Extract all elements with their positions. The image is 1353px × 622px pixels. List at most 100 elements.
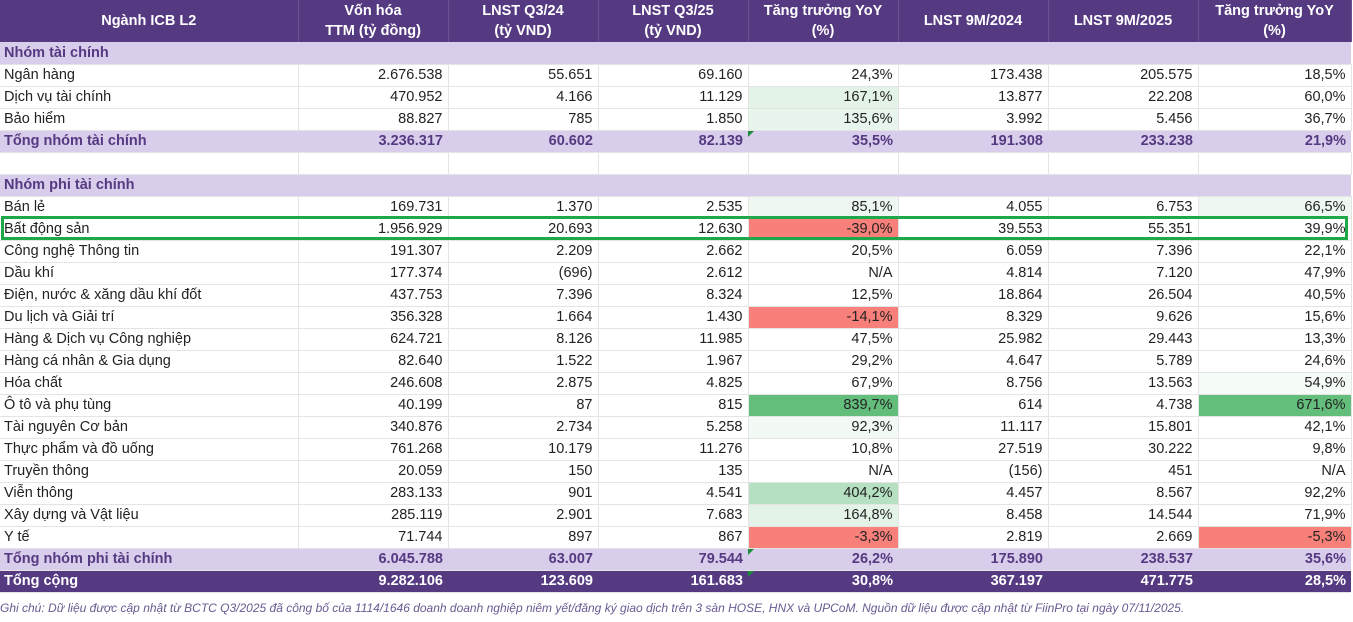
npat-9m-24-cell: 4.055: [898, 196, 1049, 219]
npat-9m-25-cell: 6.753: [1048, 196, 1199, 219]
formula-marker-icon: [748, 130, 754, 137]
npat-q3-25-cell: 69.160: [598, 64, 749, 87]
npat-9m-24-cell: 8.329: [898, 306, 1049, 329]
yoy-quarter-value: 35,5%: [851, 133, 893, 149]
section-row: Nhóm phi tài chính: [0, 174, 1351, 197]
yoy-9m-cell: 42,1%: [1198, 416, 1352, 439]
sector-name-cell: Hàng cá nhân & Gia dụng: [0, 350, 299, 373]
market-cap-cell: 437.753: [298, 284, 449, 307]
yoy-quarter-cell: 47,5%: [748, 328, 899, 351]
yoy-quarter-cell: 20,5%: [748, 240, 899, 263]
npat-q3-25-cell: 4.825: [598, 372, 749, 395]
formula-marker-icon: [748, 548, 754, 555]
npat-q3-24-cell: (696): [448, 262, 599, 285]
npat-9m-24-cell: 614: [898, 394, 1049, 417]
market-cap-cell: 88.827: [298, 108, 449, 131]
npat-q3-25-cell: 79.544: [598, 548, 748, 571]
yoy-9m-cell: 22,1%: [1198, 240, 1352, 263]
sector-name-cell: Tổng nhóm tài chính: [0, 130, 298, 153]
npat-9m-25-cell: 7.120: [1048, 262, 1199, 285]
npat-9m-24-cell: 4.814: [898, 262, 1049, 285]
npat-q3-25-cell: 11.985: [598, 328, 749, 351]
npat-9m-25-cell: 4.738: [1048, 394, 1199, 417]
table-row: Truyền thông 20.059 150 135 N/A (156) 451 N/A: [0, 460, 1352, 483]
npat-q3-25-cell: 12.630: [598, 218, 749, 241]
sector-name-cell: Điện, nước & xăng dầu khí đốt: [0, 284, 299, 307]
sector-name-cell: Công nghệ Thông tin: [0, 240, 299, 263]
sector-name-cell: Bảo hiểm: [0, 108, 299, 131]
npat-9m-25-cell: 233.238: [1048, 130, 1198, 153]
yoy-quarter-cell: 167,1%: [748, 86, 899, 109]
yoy-9m-cell: 40,5%: [1198, 284, 1352, 307]
yoy-9m-cell: 28,5%: [1198, 570, 1351, 593]
npat-q3-25-cell: 161.683: [598, 570, 748, 593]
grand-total-row: Tổng cộng 9.282.106 123.609 161.683 30,8% 367…: [0, 570, 1351, 593]
table-row: Thực phẩm và đồ uống 761.268 10.179 11.276 1…: [0, 438, 1352, 461]
npat-9m-25-cell: 15.801: [1048, 416, 1199, 439]
yoy-9m-cell: 71,9%: [1198, 504, 1352, 527]
blank-cell: [448, 152, 599, 175]
yoy-9m-cell: 18,5%: [1198, 64, 1352, 87]
market-cap-cell: 82.640: [298, 350, 449, 373]
npat-q3-24-cell: 123.609: [448, 570, 598, 593]
market-cap-cell: 283.133: [298, 482, 449, 505]
table-row: Điện, nước & xăng dầu khí đốt 437.753 7.39…: [0, 284, 1352, 307]
npat-q3-24-cell: 1.370: [448, 196, 599, 219]
yoy-quarter-cell: 404,2%: [748, 482, 899, 505]
yoy-quarter-cell: -3,3%: [748, 526, 899, 549]
npat-q3-24-cell: 87: [448, 394, 599, 417]
header-npat-q3-25: LNST Q3/25 (tỷ VND): [598, 0, 749, 42]
npat-q3-25-cell: 8.324: [598, 284, 749, 307]
npat-9m-24-cell: 175.890: [898, 548, 1048, 571]
yoy-9m-cell: 60,0%: [1198, 86, 1352, 109]
npat-9m-24-cell: 8.458: [898, 504, 1049, 527]
sector-name-cell: Thực phẩm và đồ uống: [0, 438, 299, 461]
sector-name-cell: Bất động sản: [0, 218, 299, 241]
table-row: Công nghệ Thông tin 191.307 2.209 2.662 20,5…: [0, 240, 1352, 263]
market-cap-cell: 356.328: [298, 306, 449, 329]
table-row: Du lịch và Giải trí 356.328 1.664 1.430 -14,…: [0, 306, 1352, 329]
npat-9m-24-cell: 4.457: [898, 482, 1049, 505]
yoy-9m-cell: N/A: [1198, 460, 1352, 483]
header-yoy-quarter: Tăng trưởng YoY (%): [748, 0, 899, 42]
yoy-9m-cell: 35,6%: [1198, 548, 1351, 571]
npat-9m-24-cell: 6.059: [898, 240, 1049, 263]
blank-cell: [748, 152, 899, 175]
npat-q3-24-cell: 2.734: [448, 416, 599, 439]
npat-9m-24-cell: 18.864: [898, 284, 1049, 307]
sector-name-cell: Hóa chất: [0, 372, 299, 395]
footnote: Ghi chú: Dữ liệu được cập nhật từ BCTC Q…: [0, 601, 1185, 615]
table-row: Ngân hàng 2.676.538 55.651 69.160 24,3% 173.4…: [0, 64, 1352, 87]
yoy-9m-cell: 92,2%: [1198, 482, 1352, 505]
npat-9m-24-cell: 27.519: [898, 438, 1049, 461]
npat-q3-25-cell: 2.662: [598, 240, 749, 263]
npat-9m-25-cell: 22.208: [1048, 86, 1199, 109]
npat-q3-24-cell: 2.901: [448, 504, 599, 527]
market-cap-cell: 169.731: [298, 196, 449, 219]
yoy-9m-cell: -5,3%: [1198, 526, 1352, 549]
subtotal-row: Tổng nhóm tài chính 3.236.317 60.602 82.139…: [0, 130, 1351, 153]
npat-q3-24-cell: 150: [448, 460, 599, 483]
market-cap-cell: 9.282.106: [298, 570, 448, 593]
yoy-quarter-value: 26,2%: [851, 551, 893, 567]
sector-name-cell: Tài nguyên Cơ bản: [0, 416, 299, 439]
blank-cell: [598, 152, 749, 175]
npat-9m-25-cell: 7.396: [1048, 240, 1199, 263]
yoy-quarter-cell: 85,1%: [748, 196, 899, 219]
npat-9m-25-cell: 2.669: [1048, 526, 1199, 549]
yoy-9m-cell: 15,6%: [1198, 306, 1352, 329]
blank-cell: [898, 152, 1049, 175]
npat-q3-24-cell: 901: [448, 482, 599, 505]
yoy-quarter-cell: 839,7%: [748, 394, 899, 417]
table-row: Ô tô và phụ tùng 40.199 87 815 839,7% 614 4.73…: [0, 394, 1352, 417]
npat-9m-25-cell: 5.456: [1048, 108, 1199, 131]
header-market-cap: Vốn hóa TTM (tỷ đồng): [298, 0, 449, 42]
npat-9m-25-cell: 5.789: [1048, 350, 1199, 373]
yoy-9m-cell: 36,7%: [1198, 108, 1352, 131]
table-row: Y tế 71.744 897 867 -3,3% 2.819 2.669 -5,3%: [0, 526, 1352, 549]
blank-cell: [1048, 152, 1199, 175]
sector-name-cell: Tổng cộng: [0, 570, 298, 593]
npat-9m-25-cell: 26.504: [1048, 284, 1199, 307]
npat-q3-24-cell: 60.602: [448, 130, 598, 153]
npat-q3-24-cell: 2.875: [448, 372, 599, 395]
